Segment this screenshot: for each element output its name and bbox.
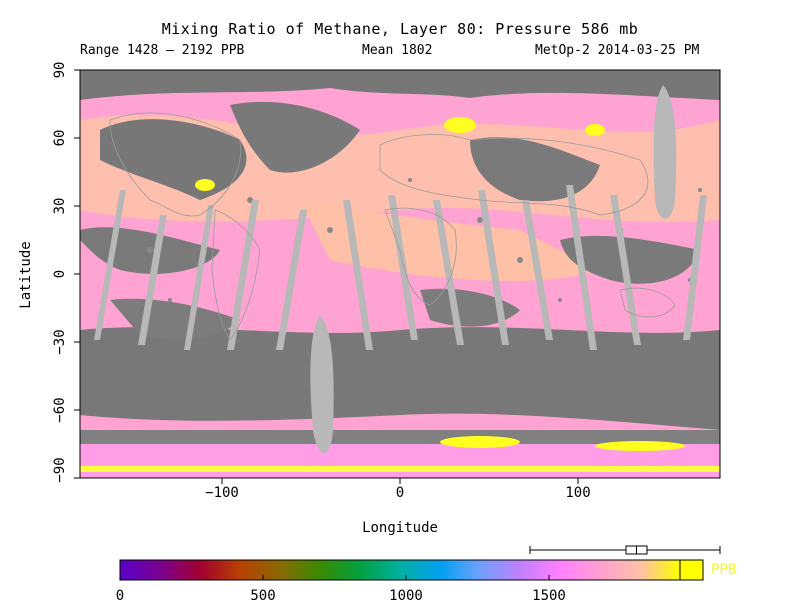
gray-band-southern-ocean [80,327,720,430]
x-tick-label: −100 [205,485,239,501]
range-label: Range 1428 – 2192 PPB [80,43,245,58]
colorbar-label: 0 [115,588,125,604]
colorbar-gradient-bar [119,559,681,581]
antarctic-gray-edge [80,430,720,444]
colorbar-label: 500 [250,588,276,604]
swath-gaps [94,85,707,454]
yellow-strip-pole [80,466,720,472]
yellow-patch-antarctic-1 [440,436,520,448]
yellow-patch-east-asia [585,124,605,136]
colorbar-overflow-box [679,559,704,581]
colorbar-unit: PPB [711,562,737,578]
arctic-gray [80,70,720,100]
yellow-patch-na [195,179,215,191]
x-axis-label: Longitude [362,520,438,536]
peach-band-central [300,200,600,281]
mean-label: Mean 1802 [362,43,433,58]
map-plot [74,69,721,484]
range-boxplot [529,545,721,555]
x-tick-label: 100 [565,485,591,501]
satellite-date-label: MetOp-2 2014-03-25 PM [535,43,700,58]
axis-ticks [74,69,579,484]
map-area [80,70,720,478]
figure-title: Mixing Ratio of Methane, Layer 80: Press… [161,20,639,38]
gray-region-indonesia [560,235,700,284]
colorbar-label: 1500 [532,588,566,604]
gray-region-greenland [230,101,360,173]
colorbar-label: 1000 [389,588,423,604]
yellow-patch-siberia [444,117,476,133]
colorbar-ticks [119,575,550,580]
coastlines [109,112,676,341]
yellow-patch-antarctic-2 [595,441,685,451]
x-tick-label: 0 [395,485,405,501]
